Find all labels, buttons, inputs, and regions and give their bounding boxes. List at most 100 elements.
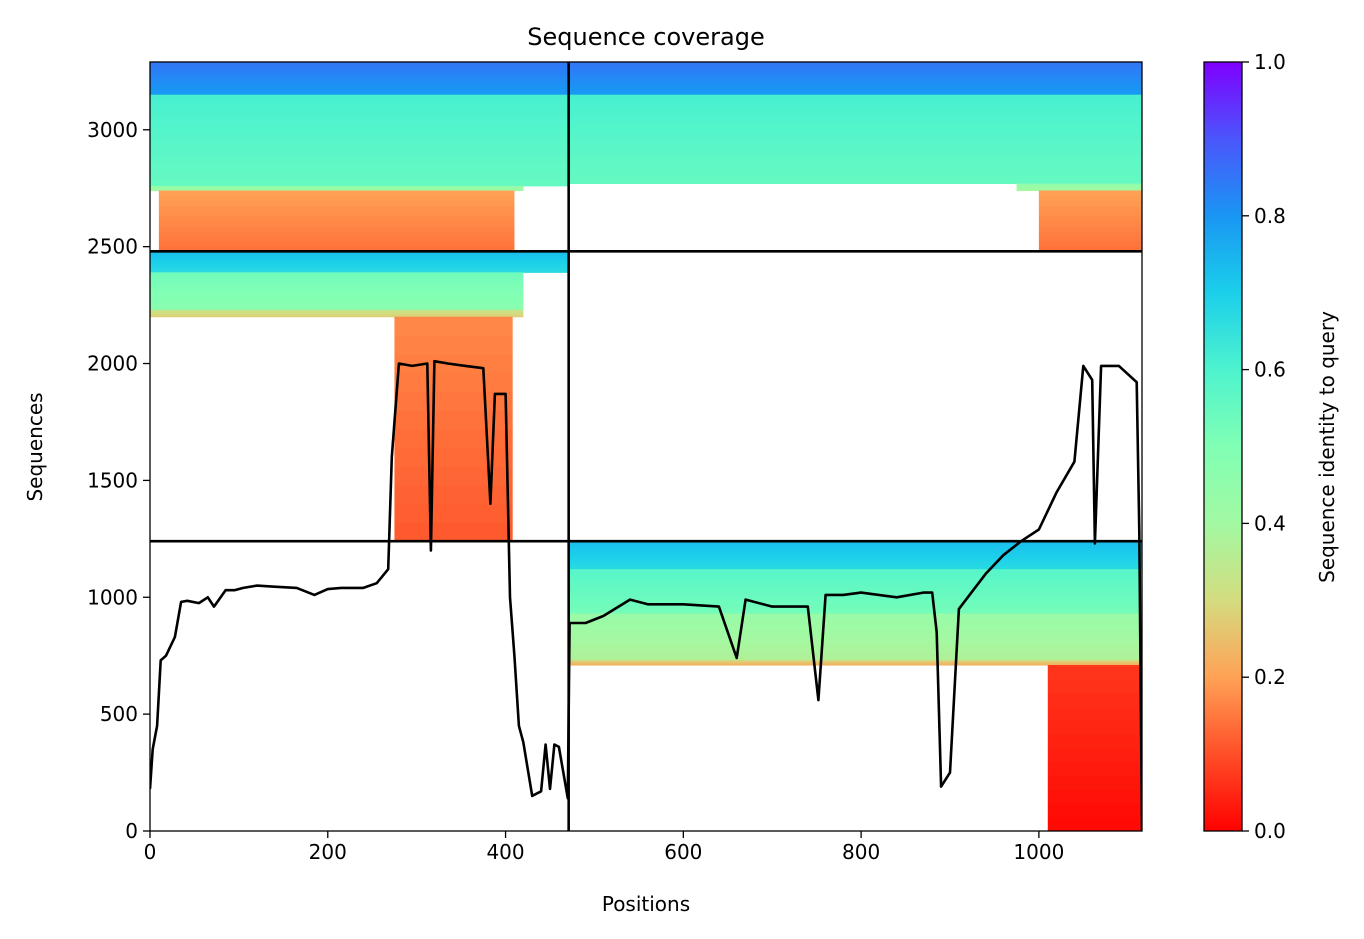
coverage-band (158, 236, 515, 242)
coverage-band (150, 64, 569, 68)
coverage-band (568, 609, 1142, 615)
coverage-band (1038, 190, 1142, 197)
coverage-band (568, 562, 1142, 566)
coverage-band (394, 428, 513, 449)
coverage-band (568, 559, 1142, 563)
coverage-band (568, 576, 1142, 581)
coverage-band (150, 254, 569, 258)
coverage-band (150, 91, 569, 96)
y-axis-title: Sequences (23, 392, 47, 501)
coverage-band (1038, 246, 1142, 252)
coverage-band (150, 132, 569, 141)
x-tick-label: 200 (309, 840, 347, 864)
coverage-band (568, 548, 1142, 552)
coverage-band (150, 314, 524, 316)
x-tick-label: 400 (486, 840, 524, 864)
coverage-band (1016, 186, 1142, 188)
x-axis: 0 200 400 600 800 1000 (144, 831, 1064, 864)
coverage-band (1038, 231, 1142, 237)
coverage-band (150, 306, 524, 311)
coverage-band (150, 163, 569, 172)
coverage-band (568, 86, 1142, 90)
coverage-band (1047, 692, 1142, 708)
coverage-band (150, 270, 569, 273)
coverage-band (568, 139, 1142, 148)
coverage-band (394, 522, 513, 542)
coverage-band (150, 287, 524, 292)
coverage-band (394, 447, 513, 467)
coverage-band (150, 140, 569, 149)
coverage-band (568, 62, 1142, 66)
coverage-band (568, 64, 1142, 68)
x-tick-label: 800 (842, 840, 880, 864)
coverage-band (158, 210, 515, 217)
coverage-band (394, 335, 513, 355)
coverage-band (568, 652, 1142, 657)
coverage-band (568, 625, 1142, 630)
coverage-band (568, 91, 1142, 96)
coverage-band (568, 569, 1142, 574)
coverage-band (150, 178, 569, 187)
coverage-band (150, 78, 569, 82)
coverage-band (150, 185, 524, 187)
coverage-band (150, 309, 524, 311)
coverage-band (150, 315, 524, 317)
coverage-band (1038, 200, 1142, 207)
coverage-band (568, 595, 1142, 600)
coverage-band (568, 584, 1142, 589)
colorbar (1203, 61, 1243, 832)
coverage-band (158, 190, 515, 197)
coverage-band (568, 75, 1142, 79)
coverage-band (568, 580, 1142, 585)
x-axis-title: Positions (602, 892, 690, 916)
coverage-block (150, 62, 569, 252)
coverage-band (150, 81, 569, 85)
coverage-band (568, 109, 1142, 118)
x-tick-label: 1000 (1013, 840, 1064, 864)
coverage-band (158, 226, 515, 232)
coverage-band (1016, 184, 1142, 186)
coverage-band (150, 89, 569, 93)
coverage-band (1016, 189, 1142, 191)
coverage-band (150, 117, 569, 126)
coverage-band (158, 220, 515, 227)
coverage-band (150, 313, 524, 315)
coverage-band (150, 278, 524, 283)
coverage-band (568, 102, 1142, 111)
colorbar-tick-label: 0.2 (1254, 665, 1286, 689)
coverage-band (568, 557, 1142, 561)
coverage-band (568, 83, 1142, 88)
coverage-band (568, 644, 1142, 650)
coverage-band (568, 656, 1142, 661)
coverage-band (1047, 761, 1142, 777)
coverage-band (150, 94, 569, 103)
y-tick-label: 3000 (87, 118, 138, 142)
coverage-band (150, 147, 569, 156)
colorbar-tick-label: 0.8 (1254, 204, 1286, 228)
coverage-band (1047, 720, 1142, 735)
coverage-band (150, 315, 524, 317)
coverage-band (1016, 187, 1142, 189)
coverage-band (568, 552, 1142, 556)
y-tick-label: 500 (100, 702, 138, 726)
coverage-band (568, 613, 1142, 619)
coverage-band (568, 566, 1142, 570)
coverage-band (568, 94, 1142, 103)
coverage-band (568, 67, 1142, 71)
coverage-band (150, 72, 569, 77)
coverage-band (150, 294, 524, 298)
coverage-band (150, 75, 569, 79)
coverage-block (568, 62, 1142, 252)
coverage-band (394, 466, 513, 486)
coverage-band (568, 131, 1142, 140)
coverage-band (158, 205, 515, 212)
coverage-band (150, 272, 524, 276)
coverage-band (150, 125, 569, 134)
coverage-band (150, 261, 569, 265)
x-tick-label: 0 (144, 840, 157, 864)
coverage-band (150, 253, 569, 256)
coverage-band (150, 86, 569, 90)
coverage-band (568, 541, 1142, 545)
coverage-band (158, 200, 515, 207)
